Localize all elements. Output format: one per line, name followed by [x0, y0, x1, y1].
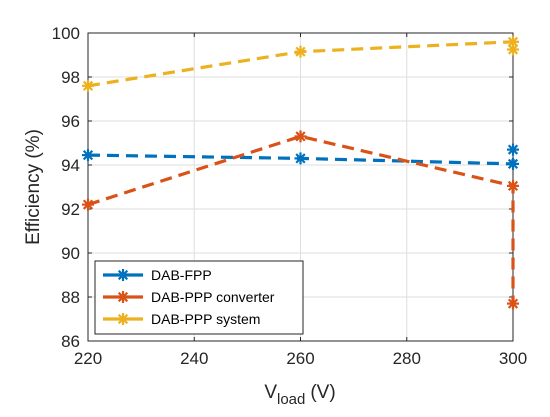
- legend-swatch-marker-d2: [117, 291, 129, 303]
- y-axis-ticks: 86 88 90 92 94 96 98 100: [52, 24, 513, 351]
- data-point-d2: [295, 153, 306, 164]
- data-point-d2: [507, 36, 519, 47]
- x-tick-label: 280: [393, 349, 421, 368]
- data-point: [507, 43, 519, 56]
- data-point: [507, 35, 519, 48]
- data-point: [82, 198, 94, 211]
- legend: DAB-FPP DAB-PPP converter DAB-PPP system: [94, 260, 304, 335]
- y-tick-label: 92: [61, 200, 80, 219]
- data-point-d2: [507, 158, 519, 169]
- y-tick-label: 100: [52, 24, 80, 43]
- data-point: [507, 157, 519, 170]
- x-axis-ticks: 220 240 260 280 300: [74, 33, 527, 368]
- data-point-d2: [82, 199, 94, 210]
- series-line: [87, 134, 515, 304]
- series-0: [82, 143, 519, 170]
- data-point-d2: [507, 298, 519, 309]
- grid-lines: [87, 32, 514, 342]
- data-point: [294, 45, 307, 58]
- x-tick-label: 240: [180, 349, 208, 368]
- data-point: [82, 79, 94, 92]
- data-point: [507, 297, 519, 310]
- data-point-d2: [82, 150, 94, 161]
- y-tick-label: 90: [61, 244, 80, 263]
- y-tick-label: 96: [61, 112, 80, 131]
- series-line: [87, 149, 515, 166]
- y-tick-label: 94: [61, 156, 80, 175]
- data-point: [82, 149, 94, 162]
- legend-swatch-marker: [117, 313, 129, 325]
- data-point: [294, 130, 307, 143]
- x-tick-label: 300: [499, 349, 527, 368]
- legend-entry-label: DAB-PPP converter: [151, 289, 275, 305]
- x-axis-title-main: V: [264, 382, 277, 403]
- series-2: [82, 35, 519, 92]
- x-tick-label: 220: [74, 349, 102, 368]
- y-tick-label: 88: [61, 288, 80, 307]
- legend-entry-label: DAB-FPP: [151, 267, 212, 283]
- data-point: [507, 179, 519, 192]
- y-tick-label: 98: [61, 68, 80, 87]
- x-axis-title-unit: (V): [310, 382, 335, 403]
- data-point-d2: [507, 44, 519, 55]
- data-point-d2: [82, 80, 94, 91]
- y-axis-title: Efficiency (%): [23, 129, 44, 245]
- data-point-d2: [295, 46, 306, 57]
- legend-swatch-marker-d2: [117, 313, 129, 325]
- legend-swatch-marker: [117, 291, 129, 303]
- series-lines: [82, 35, 519, 310]
- data-point-d2: [507, 144, 519, 155]
- data-point-d2: [507, 180, 519, 191]
- legend-entry-label: DAB-PPP system: [151, 311, 260, 327]
- y-tick-label: 86: [61, 332, 80, 351]
- legend-swatch-marker-d2: [117, 269, 129, 281]
- legend-swatch-marker: [117, 269, 129, 281]
- data-point-d2: [295, 131, 306, 142]
- x-axis-title: Vload (V): [264, 382, 335, 408]
- x-axis-title-subscript: load: [277, 391, 305, 408]
- data-point: [294, 152, 307, 165]
- data-point: [507, 143, 519, 156]
- x-tick-label: 260: [286, 349, 314, 368]
- series-1: [82, 130, 519, 310]
